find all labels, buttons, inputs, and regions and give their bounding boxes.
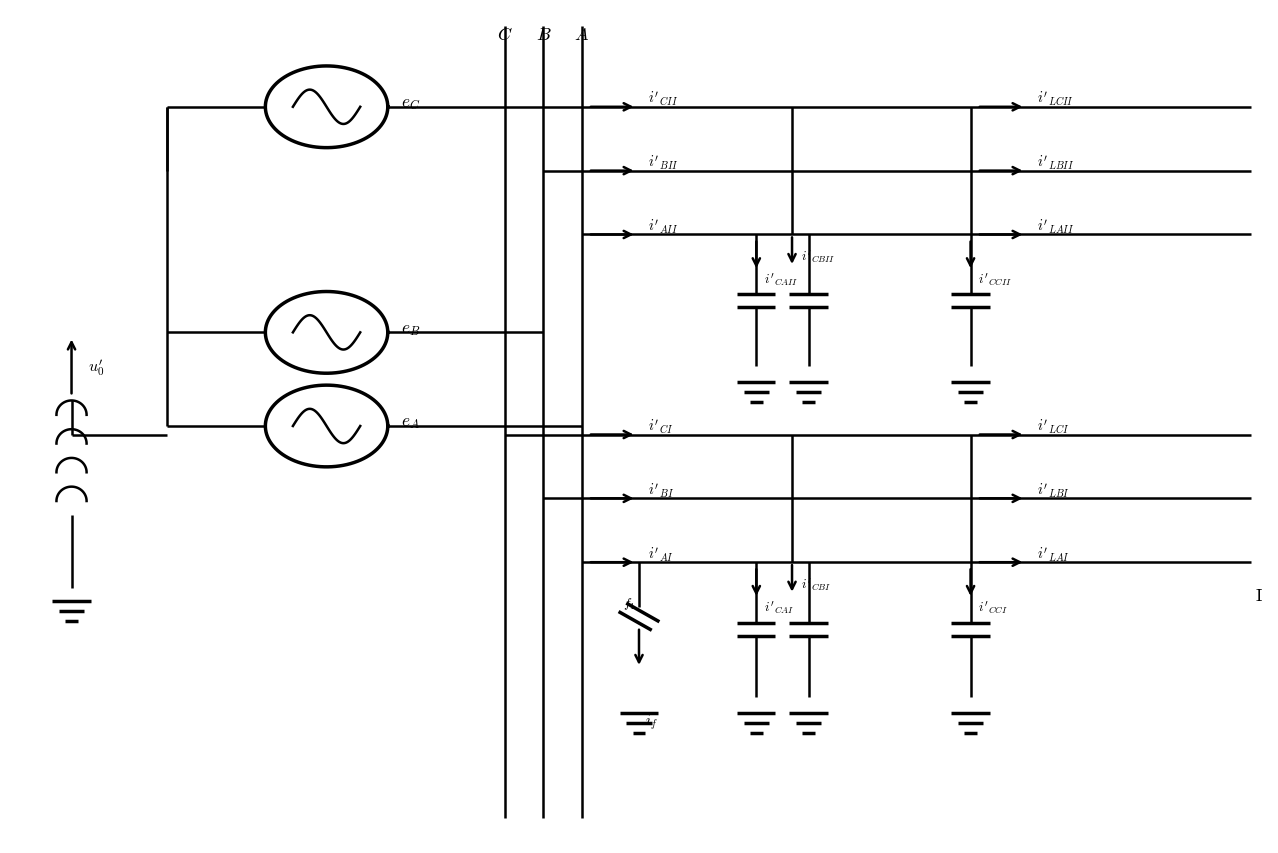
Text: $e_A$: $e_A$ <box>400 414 419 431</box>
Text: $B$: $B$ <box>535 26 551 44</box>
Text: $i'_{AI}$: $i'_{AI}$ <box>648 545 674 563</box>
Text: $f_1$: $f_1$ <box>622 595 635 612</box>
Text: $i'_{CCI}$: $i'_{CCI}$ <box>978 598 1008 615</box>
Text: $i'_{CAI}$: $i'_{CAI}$ <box>764 598 794 615</box>
Text: $i'_{CBI}$: $i'_{CBI}$ <box>801 576 831 592</box>
Text: $i'_{CBII}$: $i'_{CBII}$ <box>801 248 836 265</box>
Text: $C$: $C$ <box>497 26 512 44</box>
Text: $i'_{LCII}$: $i'_{LCII}$ <box>1036 90 1074 108</box>
Text: $i'_{LBI}$: $i'_{LBI}$ <box>1036 481 1070 500</box>
Text: $A$: $A$ <box>574 26 589 44</box>
Text: $e_B$: $e_B$ <box>400 320 420 337</box>
Text: $e_C$: $e_C$ <box>400 95 420 112</box>
Text: $i'_{LAII}$: $i'_{LAII}$ <box>1036 218 1075 236</box>
Text: $i'_{LBII}$: $i'_{LBII}$ <box>1036 154 1075 172</box>
Text: $i'_{LAI}$: $i'_{LAI}$ <box>1036 545 1070 563</box>
Text: $i_f$: $i_f$ <box>645 712 658 731</box>
Text: $i'_{CAII}$: $i'_{CAII}$ <box>764 271 799 287</box>
Text: $i'_{AII}$: $i'_{AII}$ <box>648 218 679 236</box>
Text: $\mathrm{I}$: $\mathrm{I}$ <box>1255 586 1263 604</box>
Text: $i'_{CI}$: $i'_{CI}$ <box>648 417 674 436</box>
Text: $i'_{BII}$: $i'_{BII}$ <box>648 154 679 172</box>
Text: $i'_{LCI}$: $i'_{LCI}$ <box>1036 417 1070 436</box>
Text: $i'_{BI}$: $i'_{BI}$ <box>648 481 674 500</box>
Text: $i'_{CCII}$: $i'_{CCII}$ <box>978 271 1012 287</box>
Text: $i'_{CII}$: $i'_{CII}$ <box>648 90 679 108</box>
Text: $u_0'$: $u_0'$ <box>88 357 105 378</box>
